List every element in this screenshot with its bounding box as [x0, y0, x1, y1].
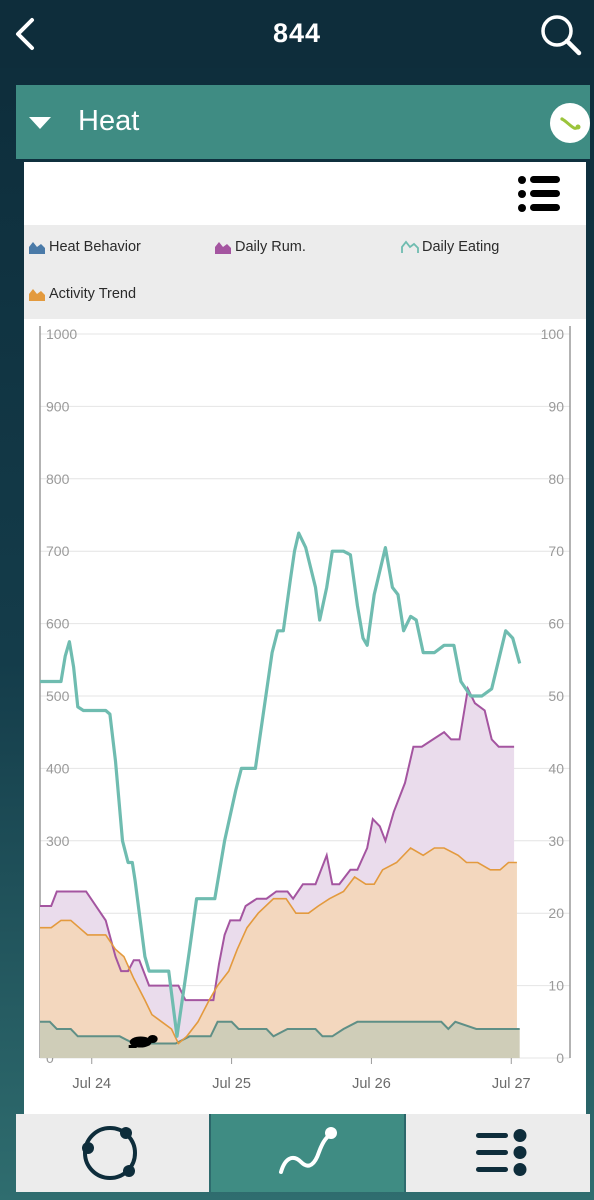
- y-tick-label-right: 90: [548, 398, 564, 414]
- bottom-navigation: [16, 1114, 590, 1192]
- y-tick-label-right: 70: [548, 543, 564, 559]
- card-header: Heat: [16, 85, 590, 159]
- x-tick-label: Jul 26: [352, 1076, 391, 1092]
- legend-label: Daily Rum.: [235, 239, 306, 255]
- y-tick-label-left: 300: [46, 833, 70, 849]
- cow-icon: [560, 117, 581, 130]
- y-tick-label-left: 600: [46, 616, 70, 632]
- y-tick-label-right: 80: [548, 471, 564, 487]
- series-area-activity-trend-fill: [40, 848, 517, 1058]
- area-chart-icon: [29, 289, 45, 301]
- chart-panel: Heat Behavior Daily Rum. Daily Eating Ac…: [24, 162, 586, 1114]
- y-tick-label-left: 500: [46, 688, 70, 704]
- cow-lying-icon: [128, 1035, 158, 1048]
- y-tick-label-right: 100: [541, 326, 565, 342]
- y-tick-label-right: 10: [548, 978, 564, 994]
- options-list-button[interactable]: [516, 170, 566, 218]
- heat-chart[interactable]: 0010010200203003040040500506006070070800…: [24, 162, 586, 1114]
- legend-daily-eating[interactable]: Daily Eating: [401, 239, 499, 255]
- y-tick-label-right: 0: [556, 1050, 564, 1066]
- area-chart-icon: [215, 242, 231, 254]
- graph-icon: [279, 1127, 337, 1174]
- y-tick-label-right: 40: [548, 760, 564, 776]
- x-tick-label: Jul 24: [72, 1076, 111, 1092]
- series-area-heat-behavior: [40, 1021, 520, 1058]
- chart-legend: Heat Behavior Daily Rum. Daily Eating Ac…: [24, 225, 586, 319]
- chevron-left-icon: [16, 18, 34, 50]
- x-tick-label: Jul 25: [212, 1076, 251, 1092]
- series-line-activity-trend: [40, 846, 517, 1045]
- list-icon: [518, 176, 560, 212]
- nav-list-button[interactable]: [406, 1114, 590, 1192]
- legend-label: Heat Behavior: [49, 239, 141, 255]
- series-line-daily-eating: [40, 531, 522, 1038]
- y-tick-label-right: 30: [548, 833, 564, 849]
- line-chart-icon: [401, 240, 419, 253]
- legend-daily-rumination[interactable]: Daily Rum.: [214, 239, 306, 255]
- y-tick-label-left: 700: [46, 543, 70, 559]
- search-button[interactable]: [538, 12, 584, 58]
- y-tick-label-left: 1000: [46, 326, 77, 342]
- y-tick-label-right: 60: [548, 616, 564, 632]
- page-title: 844: [272, 18, 322, 48]
- y-tick-label-left: 900: [46, 398, 70, 414]
- y-tick-label-right: 50: [548, 688, 564, 704]
- nav-overview-button[interactable]: [16, 1114, 209, 1192]
- x-tick-label: Jul 27: [492, 1076, 531, 1092]
- collapse-button[interactable]: [26, 111, 54, 135]
- y-tick-label-left: 800: [46, 471, 70, 487]
- legend-label: Activity Trend: [49, 286, 137, 302]
- legend-label: Daily Eating: [422, 239, 500, 255]
- card-title: Heat: [78, 105, 140, 137]
- back-button[interactable]: [6, 12, 46, 56]
- list-icon: [476, 1129, 527, 1176]
- caret-down-icon: [29, 117, 51, 129]
- nav-graph-button[interactable]: [211, 1114, 404, 1192]
- area-chart-icon: [29, 242, 45, 254]
- y-tick-label-left: 400: [46, 760, 70, 776]
- y-tick-label-right: 20: [548, 905, 564, 921]
- cycle-icon: [82, 1126, 137, 1180]
- series-line-heat-behavior: [40, 1020, 520, 1045]
- cow-status-badge: [550, 103, 590, 143]
- legend-activity-trend[interactable]: Activity Trend: [28, 286, 136, 302]
- search-icon: [541, 15, 582, 56]
- top-bar: 844: [0, 0, 594, 68]
- legend-heat-behavior[interactable]: Heat Behavior: [28, 239, 141, 255]
